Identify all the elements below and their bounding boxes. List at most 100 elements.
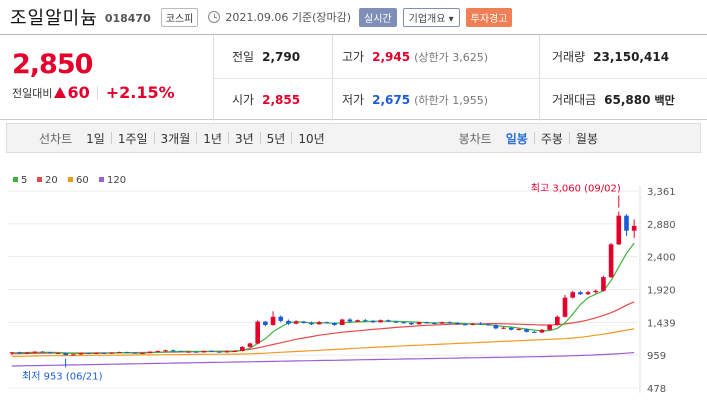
candle-body: [593, 290, 599, 293]
candle-body: [55, 353, 61, 355]
y-tick-label: 1,920: [647, 285, 676, 296]
divider: [539, 35, 540, 121]
candle-body: [78, 353, 84, 355]
ma120-line: [11, 352, 635, 367]
price-stats: 전일 2,790 고가 2,945 (상한가 3,625) 거래량 23,150…: [214, 35, 707, 121]
stock-name: 조일알미늄: [10, 8, 98, 29]
candle-body: [332, 322, 337, 325]
stat-volume: 거래량 23,150,414: [552, 35, 669, 78]
line-chart-label: 선차트: [39, 131, 73, 146]
legend-label: 20: [45, 175, 58, 186]
candle-chart-label: 봉차트: [458, 131, 492, 146]
candle-body: [255, 321, 260, 344]
candle-body: [608, 244, 614, 278]
candle-body: [347, 319, 353, 322]
candle-body: [9, 352, 15, 354]
candle-body: [324, 322, 330, 324]
current-price-panel: 2,850 전일대비 60 +2.15%: [0, 35, 214, 121]
candle-body: [547, 324, 552, 330]
candle-body: [562, 297, 568, 317]
current-price: 2,850: [12, 49, 93, 80]
candle-body: [224, 351, 230, 353]
candle-body: [393, 321, 399, 323]
legend-swatch: [37, 177, 42, 182]
stat-sub: (하한가 1,955): [414, 93, 488, 107]
y-tick-label: 2,880: [647, 220, 676, 231]
investment-warning-badge[interactable]: 투자경고: [465, 7, 513, 27]
stat-label: 고가: [342, 50, 365, 64]
tab-daily-candle[interactable]: 일봉: [505, 131, 528, 146]
candle-body: [278, 316, 284, 321]
tab-1year[interactable]: 1년: [203, 131, 222, 146]
y-tick-label: 3,361: [647, 187, 676, 198]
candle-body: [424, 322, 430, 324]
tab-5year[interactable]: 5년: [266, 131, 286, 146]
stat-label: 거래량: [552, 50, 586, 64]
candle-body: [124, 351, 130, 353]
candle-body: [40, 351, 45, 353]
divider: [259, 132, 261, 144]
candle-body: [263, 321, 268, 325]
stat-value: 2,855: [262, 92, 301, 107]
tab-10year[interactable]: 10년: [298, 131, 325, 146]
candle-body: [155, 350, 161, 352]
candle-body: [478, 323, 483, 325]
market-badge: 코스피: [160, 7, 199, 27]
company-overview-dropdown[interactable]: 기업개요 ▾: [402, 7, 460, 27]
tab-3year[interactable]: 3년: [234, 131, 254, 146]
legend-label: 60: [76, 175, 89, 186]
stat-prev-close: 전일 2,790: [232, 35, 300, 78]
candle-body: [47, 352, 53, 354]
divider: [214, 78, 707, 79]
tab-1day[interactable]: 1일: [86, 131, 105, 146]
stat-label: 전일: [232, 50, 255, 64]
candle-body: [186, 351, 191, 353]
candle-body: [462, 324, 468, 326]
stat-low: 저가 2,675 (하한가 1,955): [342, 78, 488, 121]
candle-body: [117, 351, 122, 353]
candle-body: [178, 351, 184, 353]
stat-value: 65,880: [604, 92, 651, 107]
stat-open: 시가 2,855: [232, 78, 300, 121]
candle-body: [201, 350, 207, 353]
tab-monthly-candle[interactable]: 월봉: [575, 131, 598, 146]
max-annotation: 최고 3,060 (09/02): [531, 183, 621, 195]
legend-label: 120: [107, 175, 126, 186]
candle-body: [508, 327, 514, 330]
candle-body: [94, 353, 99, 355]
candle-body: [209, 350, 214, 352]
candle-body: [132, 352, 138, 354]
up-triangle-icon: [54, 87, 67, 98]
candle-body: [485, 324, 491, 326]
candle-body: [362, 320, 368, 322]
candle-body: [301, 321, 307, 323]
legend-swatch: [68, 177, 73, 182]
stat-value: 2,945: [372, 49, 411, 64]
change-row: 전일대비 60 +2.15%: [12, 83, 213, 102]
candlestick-chart: 3,361 2,880 2,400 1,920 1,439 959 478 5 20 60 120 최…: [8, 175, 676, 395]
candle-body: [147, 351, 153, 354]
divider: [568, 132, 570, 144]
legend-swatch: [99, 177, 104, 182]
tab-1week[interactable]: 1주일: [117, 131, 148, 146]
tab-weekly-candle[interactable]: 주봉: [540, 131, 563, 146]
divider: [153, 132, 155, 144]
price-summary: 2,850 전일대비 60 +2.15% 전일 2,790 고가 2,945 (…: [0, 34, 707, 121]
divider: [196, 132, 198, 144]
change-percent: +2.15%: [105, 83, 175, 102]
stock-header: 조일알미늄 018470 코스피 2021.09.06 기준(장마감) 실시간 …: [0, 0, 707, 34]
candle-body: [355, 320, 360, 322]
realtime-button[interactable]: 실시간: [359, 7, 397, 27]
candle-body: [71, 354, 76, 356]
candle-body: [32, 351, 38, 353]
y-tick-label: 959: [647, 351, 666, 362]
tab-3month[interactable]: 3개월: [160, 131, 191, 146]
divider: [533, 132, 535, 144]
candle-body: [309, 322, 314, 325]
candle-body: [501, 327, 506, 329]
candle-body: [63, 353, 68, 356]
divider: [291, 132, 293, 144]
y-tick-label: 1,439: [647, 318, 676, 329]
candle-body: [409, 322, 414, 325]
candle-body: [163, 350, 168, 352]
